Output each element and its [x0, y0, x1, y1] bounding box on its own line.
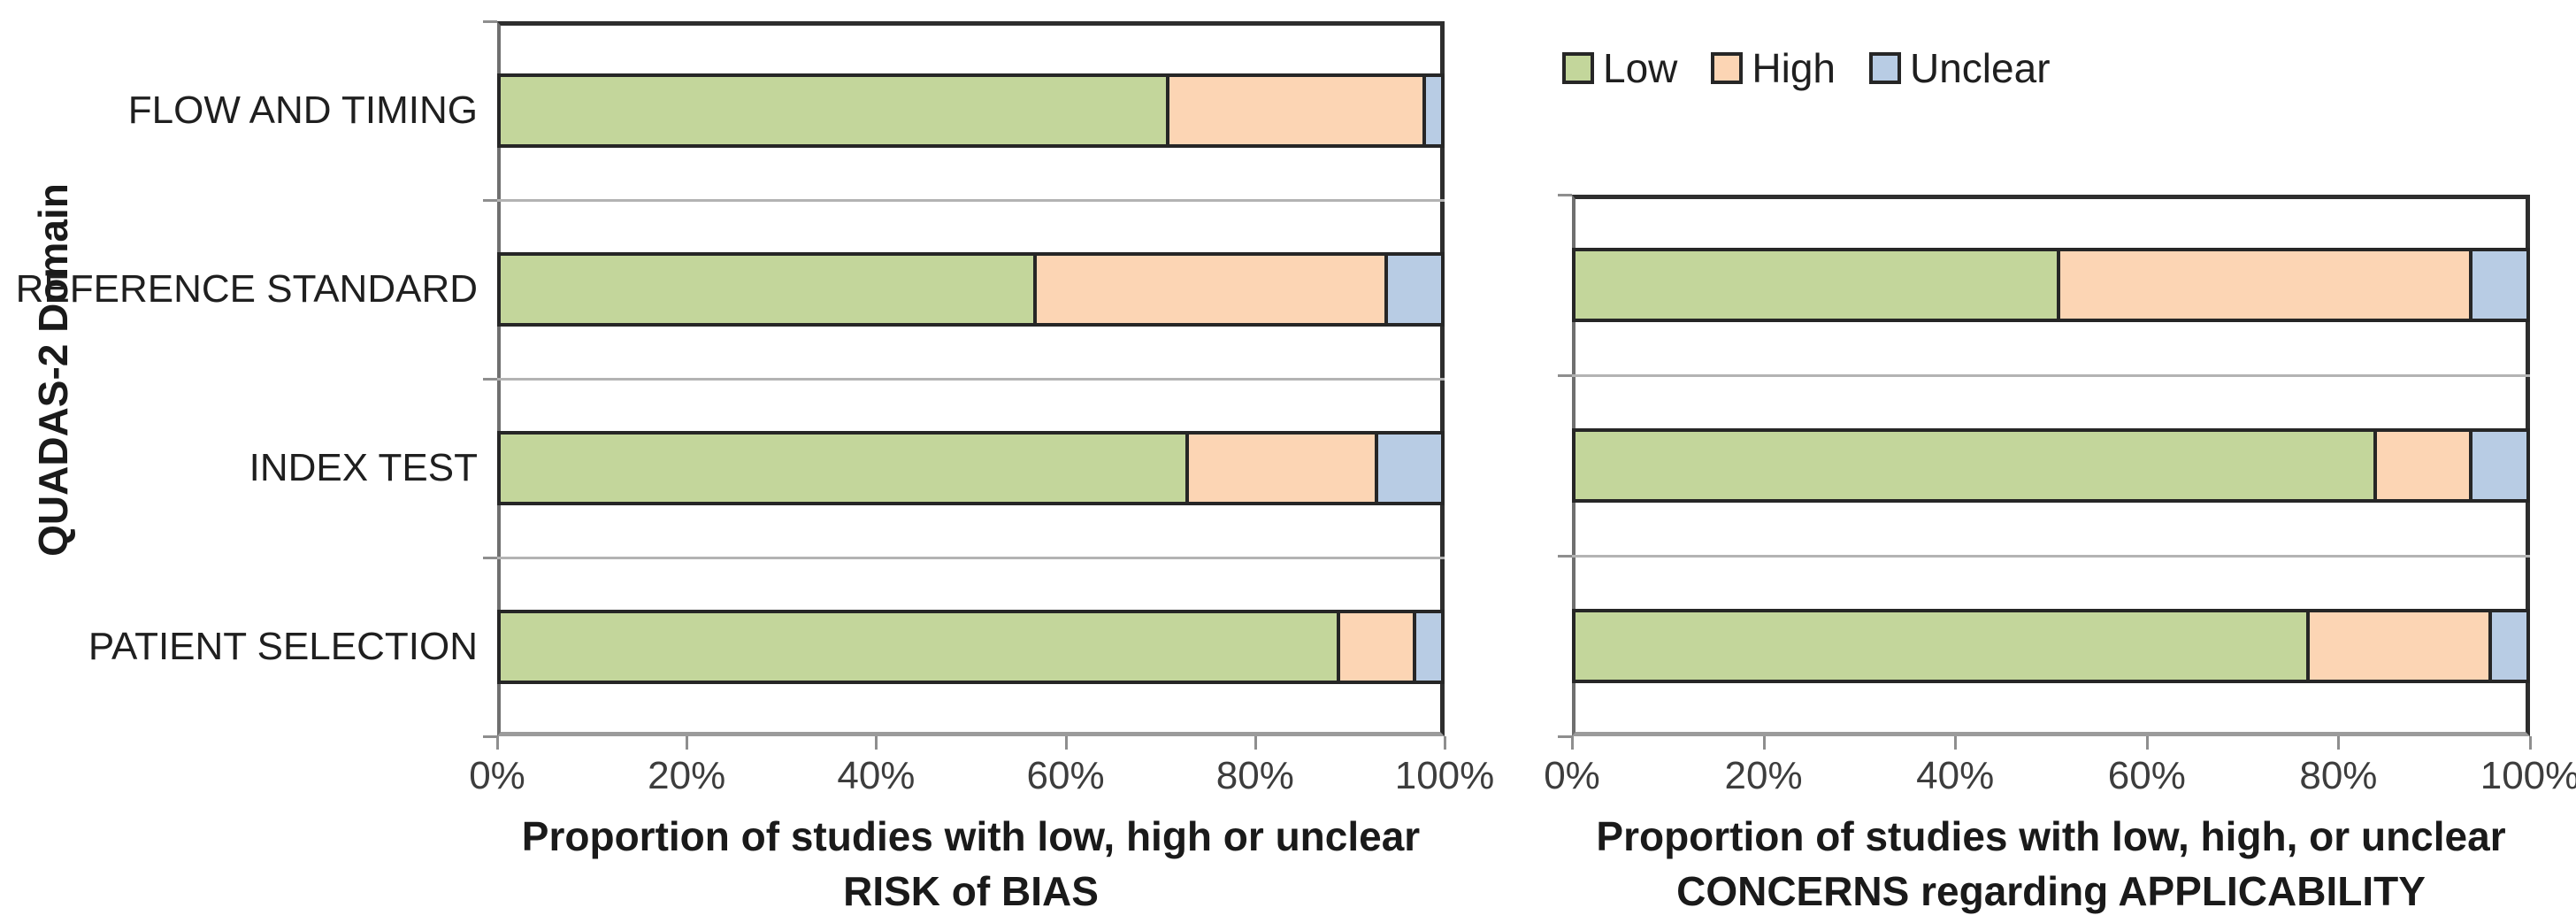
x-tick-label-20pct: 20%	[1724, 754, 1803, 797]
x-tick-label-20pct: 20%	[648, 754, 726, 797]
segment-unclear	[2472, 248, 2530, 322]
x-tick-label-0pct: 0%	[1544, 754, 1600, 797]
x-axis-title-risk-of-bias-line1: Proportion of studies with low, high or …	[521, 813, 1421, 859]
segment-unclear	[1387, 252, 1445, 327]
segment-high	[2376, 428, 2473, 503]
category-gridline	[497, 557, 1445, 559]
category-gridline	[497, 199, 1445, 202]
segment-low	[497, 431, 1189, 505]
x-axis-title-applicability-concerns-line1: Proportion of studies with low, high, or…	[1596, 813, 2506, 859]
segment-unclear	[1415, 610, 1445, 684]
x-axis-title-risk-of-bias-line2: RISK of BIAS	[843, 868, 1099, 914]
category-gridline	[497, 378, 1445, 381]
x-tick-label-40pct: 40%	[1916, 754, 1995, 797]
segment-unclear	[1425, 73, 1445, 148]
bar-applicability-concerns-reference-standard	[1572, 248, 2530, 322]
x-tick-label-80pct: 80%	[1215, 754, 1294, 797]
x-axis-tick	[875, 736, 878, 750]
category-gridline	[1572, 555, 2530, 558]
legend-item-high: High	[1711, 44, 1836, 92]
x-tick-label-40pct: 40%	[837, 754, 916, 797]
x-axis-tick	[1444, 736, 1446, 750]
category-label-patient-selection: PATIENT SELECTION	[88, 625, 478, 668]
segment-low	[497, 610, 1341, 684]
legend-item-unclear: Unclear	[1869, 44, 2051, 92]
bar-applicability-concerns-patient-selection	[1572, 609, 2530, 683]
bar-risk-of-bias-reference-standard	[497, 252, 1445, 327]
segment-low	[497, 252, 1038, 327]
category-axis-tick	[483, 557, 497, 559]
category-label-index-test: INDEX TEST	[249, 446, 478, 489]
category-axis-tick	[1558, 735, 1572, 738]
category-label-reference-standard: REFERENCE STANDARD	[15, 267, 478, 311]
y-axis-title: QUADAS-2 Domain	[30, 183, 76, 557]
category-axis-tick	[1558, 194, 1572, 196]
segment-low	[1572, 428, 2377, 503]
segment-high	[1037, 252, 1388, 327]
legend-label-high: High	[1752, 45, 1836, 91]
bar-risk-of-bias-flow-and-timing	[497, 73, 1445, 148]
segment-low	[497, 73, 1170, 148]
category-label-flow-and-timing: FLOW AND TIMING	[127, 88, 478, 132]
x-tick-label-100pct: 100%	[1394, 754, 1495, 797]
segment-low	[1572, 609, 2310, 683]
category-axis-tick	[483, 735, 497, 738]
x-axis-tick	[1064, 736, 1068, 750]
legend-label-unclear: Unclear	[1910, 45, 2051, 91]
x-axis-tick	[1762, 736, 1766, 750]
x-axis-tick	[2337, 736, 2341, 750]
segment-unclear	[2491, 609, 2530, 683]
x-axis-tick	[2529, 736, 2532, 750]
segment-high	[1340, 610, 1416, 684]
segment-high	[1188, 431, 1379, 505]
segment-unclear	[1378, 431, 1445, 505]
legend-swatch-high	[1711, 52, 1744, 84]
x-axis-tick	[1571, 736, 1574, 750]
x-tick-label-0pct: 0%	[469, 754, 525, 797]
segment-high	[2309, 609, 2492, 683]
category-axis-tick	[483, 20, 497, 23]
x-tick-label-100pct: 100%	[2480, 754, 2576, 797]
bar-risk-of-bias-index-test	[497, 431, 1445, 505]
x-axis-tick	[1254, 736, 1257, 750]
x-tick-label-60pct: 60%	[2107, 754, 2186, 797]
bar-applicability-concerns-index-test	[1572, 428, 2530, 503]
x-axis-tick	[686, 736, 689, 750]
legend-label-low: Low	[1603, 45, 1678, 91]
x-axis-title-applicability-concerns-line2: CONCERNS regarding APPLICABILITY	[1676, 868, 2426, 914]
category-axis-tick	[483, 378, 497, 381]
legend: Low High Unclear	[1562, 44, 2051, 92]
legend-item-low: Low	[1562, 44, 1677, 92]
x-tick-label-80pct: 80%	[2299, 754, 2378, 797]
segment-low	[1572, 248, 2061, 322]
category-gridline	[1572, 374, 2530, 377]
category-axis-tick	[1558, 374, 1572, 377]
segment-unclear	[2472, 428, 2530, 503]
category-axis-tick	[1558, 555, 1572, 558]
x-tick-label-60pct: 60%	[1026, 754, 1105, 797]
x-axis-tick	[2145, 736, 2149, 750]
x-axis-tick	[1954, 736, 1958, 750]
segment-high	[2060, 248, 2473, 322]
segment-high	[1169, 73, 1426, 148]
x-axis-tick	[496, 736, 499, 750]
legend-swatch-low	[1562, 52, 1594, 84]
bar-risk-of-bias-patient-selection	[497, 610, 1445, 684]
legend-swatch-unclear	[1869, 52, 1901, 84]
category-axis-tick	[483, 199, 497, 202]
